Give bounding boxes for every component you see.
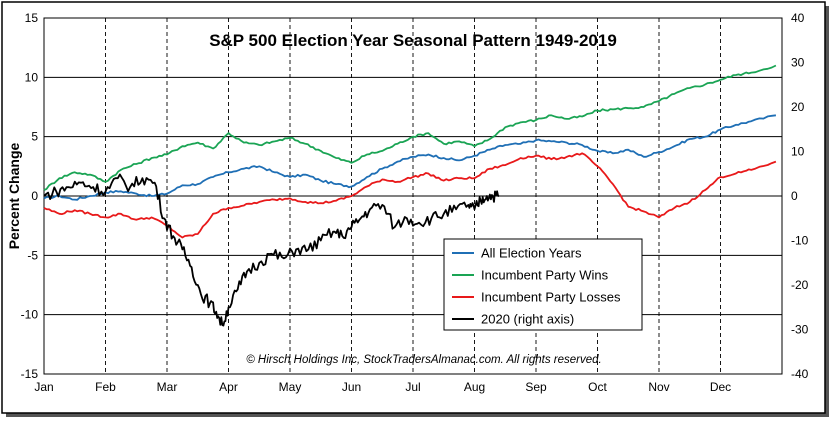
series-line [43,114,777,201]
y2-tick-label: 30 [791,56,805,70]
y2-tick-label: -10 [791,234,809,248]
y-tick-label: 10 [25,70,39,84]
x-tick-label: Jul [405,380,420,394]
x-tick-label: Apr [219,380,238,394]
x-tick-label: Nov [648,380,669,394]
series-line [43,152,777,239]
y2-tick-label: -20 [791,278,809,292]
series-line [43,173,500,327]
x-axis: Jan Feb Mar Apr May Jun Jul Aug Sep Oct Nov Dec [34,380,731,394]
y-tick-label: -5 [27,248,38,262]
frame-border [1,1,826,414]
legend-label: Incumbent Party Wins [481,268,609,283]
y2-tick-label: 10 [791,145,805,159]
y-tick-label: 0 [31,189,38,203]
series-line [43,64,777,191]
legend-label: All Election Years [481,246,582,261]
y2-tick-label: -30 [791,323,809,337]
y2-tick-label: 20 [791,100,805,114]
x-tick-label: Jun [342,380,361,394]
y2-tick-label: -40 [791,367,809,381]
chart-title: S&P 500 Election Year Seasonal Pattern 1… [209,31,617,50]
y2-tick-label: 40 [791,11,805,25]
y-tick-label: 5 [31,130,38,144]
left-axis: 15 10 5 0 -5 -10 -15 [21,11,39,381]
y-tick-label: -10 [21,308,39,322]
x-tick-label: Feb [95,380,116,394]
y-tick-label: -15 [21,367,39,381]
legend-box [443,238,643,331]
legend: All Election Years Incumbent Party Wins In… [443,238,643,331]
x-tick-label: Sep [525,380,547,394]
series-layer [43,64,777,327]
x-tick-label: May [279,380,302,394]
y-axis-label: Percent Change [6,142,22,249]
legend-label: 2020 (right axis) [481,312,574,327]
right-axis: 40 30 20 10 0 -10 -20 -30 -40 [791,11,809,381]
y-tick-label: 15 [25,11,39,25]
x-tick-label: Mar [157,380,178,394]
x-tick-label: Jan [34,380,53,394]
x-tick-label: Dec [710,380,731,394]
x-tick-label: Aug [464,380,485,394]
x-tick-label: Oct [588,380,607,394]
legend-label: Incumbent Party Losses [481,290,621,305]
copyright-note: © Hirsch Holdings Inc, StockTradersAlman… [246,354,602,366]
y2-tick-label: 0 [791,189,798,203]
